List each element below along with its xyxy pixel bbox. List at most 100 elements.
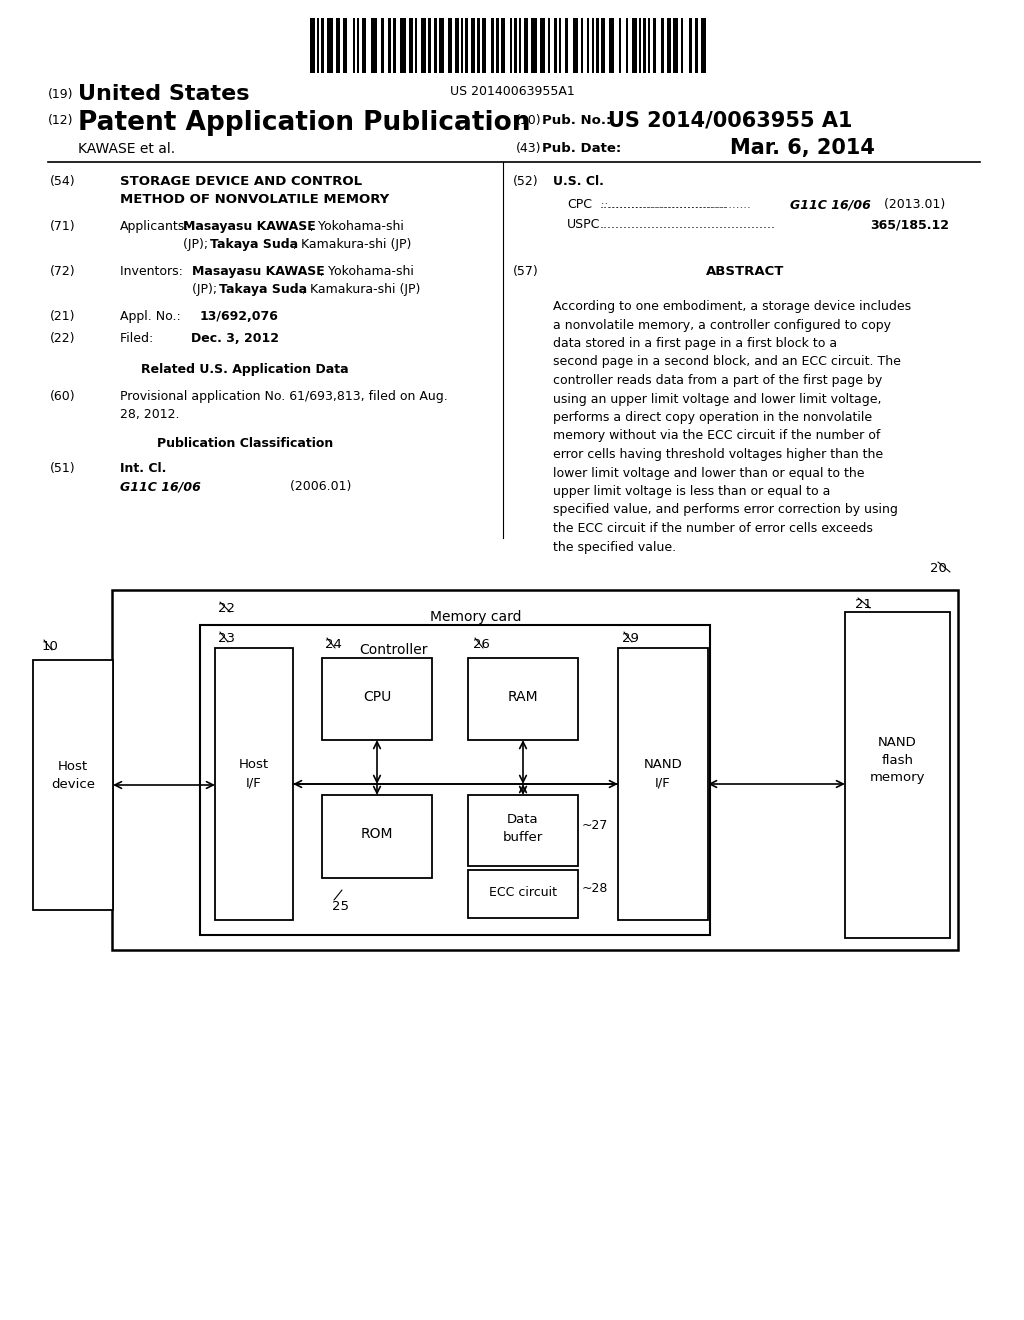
Text: using an upper limit voltage and lower limit voltage,: using an upper limit voltage and lower l… <box>553 392 882 405</box>
Text: ............................................: ........................................… <box>600 218 776 231</box>
Bar <box>573 18 578 73</box>
Text: (2013.01): (2013.01) <box>880 198 945 211</box>
Text: 29: 29 <box>622 632 639 645</box>
Bar <box>618 648 708 920</box>
Bar <box>343 18 347 73</box>
Text: US 2014/0063955 A1: US 2014/0063955 A1 <box>608 110 853 129</box>
Bar <box>465 18 468 73</box>
Text: United States: United States <box>78 84 250 104</box>
Bar <box>609 18 614 73</box>
Bar <box>596 18 599 73</box>
Bar <box>362 18 366 73</box>
Text: Host
device: Host device <box>51 759 95 791</box>
Bar <box>33 660 113 909</box>
Text: G11C 16/06: G11C 16/06 <box>120 480 201 492</box>
Text: upper limit voltage is less than or equal to a: upper limit voltage is less than or equa… <box>553 484 830 498</box>
Text: According to one embodiment, a storage device includes: According to one embodiment, a storage d… <box>553 300 911 313</box>
Bar <box>618 18 621 73</box>
Text: ~27: ~27 <box>582 818 608 832</box>
Bar <box>357 18 359 73</box>
Text: 365/185.12: 365/185.12 <box>870 218 949 231</box>
Text: the ECC circuit if the number of error cells exceeds: the ECC circuit if the number of error c… <box>553 521 872 535</box>
Bar <box>639 18 641 73</box>
Bar <box>559 18 561 73</box>
Text: (19): (19) <box>48 88 74 102</box>
Text: Publication Classification: Publication Classification <box>157 437 333 450</box>
Bar <box>471 18 475 73</box>
Bar <box>327 18 333 73</box>
Bar <box>310 18 315 73</box>
Bar <box>701 18 706 73</box>
Bar <box>667 18 671 73</box>
Bar <box>428 18 431 73</box>
Text: Filed:: Filed: <box>120 333 189 345</box>
Text: (JP);: (JP); <box>183 238 212 251</box>
Bar <box>653 18 656 73</box>
Text: lower limit voltage and lower than or equal to the: lower limit voltage and lower than or eq… <box>553 466 864 479</box>
Text: Takaya Suda: Takaya Suda <box>210 238 298 251</box>
Text: 24: 24 <box>325 638 342 651</box>
Text: (JP);: (JP); <box>193 282 221 296</box>
Bar <box>662 18 664 73</box>
Bar <box>439 18 444 73</box>
Bar <box>434 18 437 73</box>
Bar <box>468 795 578 866</box>
Text: , Kamakura-shi (JP): , Kamakura-shi (JP) <box>293 238 412 251</box>
Text: (12): (12) <box>48 114 74 127</box>
Text: (2006.01): (2006.01) <box>250 480 351 492</box>
Bar <box>215 648 293 920</box>
Text: NAND
flash
memory: NAND flash memory <box>869 735 926 784</box>
Text: METHOD OF NONVOLATILE MEMORY: METHOD OF NONVOLATILE MEMORY <box>120 193 389 206</box>
Text: Masayasu KAWASE: Masayasu KAWASE <box>183 220 315 234</box>
Bar <box>648 18 650 73</box>
Text: ~28: ~28 <box>582 883 608 895</box>
Text: Mar. 6, 2014: Mar. 6, 2014 <box>730 139 874 158</box>
Text: G11C 16/06: G11C 16/06 <box>790 198 870 211</box>
Text: U.S. Cl.: U.S. Cl. <box>553 176 604 187</box>
Text: Memory card: Memory card <box>430 610 521 624</box>
Text: STORAGE DEVICE AND CONTROL: STORAGE DEVICE AND CONTROL <box>120 176 362 187</box>
Bar <box>455 18 459 73</box>
Text: (57): (57) <box>513 265 539 279</box>
Bar <box>468 657 578 741</box>
Bar <box>371 18 377 73</box>
Text: (21): (21) <box>50 310 76 323</box>
Bar <box>490 18 494 73</box>
Text: error cells having threshold voltages higher than the: error cells having threshold voltages hi… <box>553 447 883 461</box>
Bar <box>336 18 340 73</box>
Text: ECC circuit: ECC circuit <box>489 886 557 899</box>
Bar <box>587 18 589 73</box>
Bar <box>112 590 958 950</box>
Text: second page in a second block, and an ECC circuit. The: second page in a second block, and an EC… <box>553 355 901 368</box>
Bar <box>482 18 486 73</box>
Bar <box>514 18 517 73</box>
Bar <box>626 18 628 73</box>
Bar <box>524 18 528 73</box>
Text: Data
buffer: Data buffer <box>503 813 543 843</box>
Bar <box>673 18 678 73</box>
Text: USPC: USPC <box>567 218 600 231</box>
Bar <box>592 18 594 73</box>
Text: Appl. No.:: Appl. No.: <box>120 310 188 323</box>
Text: (22): (22) <box>50 333 76 345</box>
Bar <box>353 18 355 73</box>
Bar <box>200 624 710 935</box>
Text: (52): (52) <box>513 176 539 187</box>
Text: (60): (60) <box>50 389 76 403</box>
Bar <box>421 18 426 73</box>
Text: (54): (54) <box>50 176 76 187</box>
Text: 23: 23 <box>218 632 234 645</box>
Bar <box>501 18 505 73</box>
Bar <box>388 18 391 73</box>
Bar <box>531 18 537 73</box>
Bar <box>381 18 384 73</box>
Text: 20: 20 <box>930 562 947 576</box>
Text: a nonvolatile memory, a controller configured to copy: a nonvolatile memory, a controller confi… <box>553 318 891 331</box>
Text: Provisional application No. 61/693,813, filed on Aug.: Provisional application No. 61/693,813, … <box>120 389 447 403</box>
Text: , Yokohama-shi: , Yokohama-shi <box>310 220 403 234</box>
Bar <box>317 18 319 73</box>
Text: Controller: Controller <box>359 643 428 657</box>
Text: data stored in a first page in a first block to a: data stored in a first page in a first b… <box>553 337 838 350</box>
Bar <box>519 18 521 73</box>
Text: CPC: CPC <box>567 198 592 211</box>
